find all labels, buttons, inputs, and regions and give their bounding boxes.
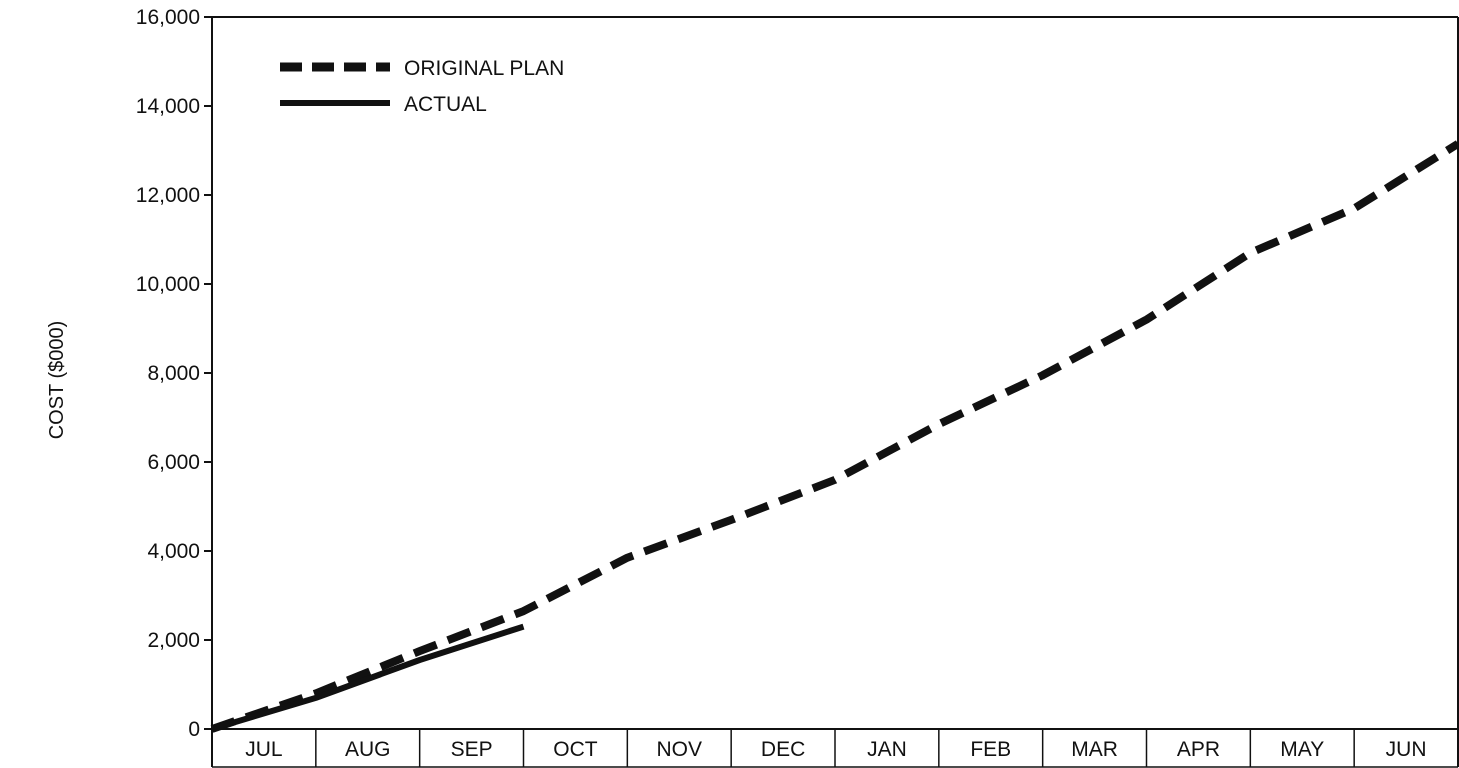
plot-frame xyxy=(211,16,1459,768)
x-tick-label: FEB xyxy=(970,738,1011,761)
x-tick-label: APR xyxy=(1177,738,1220,761)
y-tick-label: 14,000 xyxy=(136,95,200,118)
original-plan-line xyxy=(210,140,1459,733)
x-tick-label: AUG xyxy=(345,738,391,761)
y-axis-title: COST ($000) xyxy=(46,321,68,440)
x-tick-label: JAN xyxy=(867,738,907,761)
y-axis: 0 2,000 4,000 6,000 8,000 10,000 12,000 14,000 1… xyxy=(136,6,212,741)
y-tick-label: 0 xyxy=(188,718,200,741)
series-layer xyxy=(210,140,1459,733)
x-tick-label: DEC xyxy=(761,738,805,761)
y-tick-label: 4,000 xyxy=(147,540,200,563)
original-plan-legend-label: ORIGINAL PLAN xyxy=(404,57,564,80)
actual-legend-label: ACTUAL xyxy=(404,93,487,116)
x-tick-label: SEP xyxy=(451,738,493,761)
legend: ORIGINAL PLAN ACTUAL xyxy=(280,57,564,116)
actual-line xyxy=(211,623,525,732)
x-axis: JUL AUG SEP OCT NOV DEC JAN FEB MAR APR MAY JUN xyxy=(245,729,1427,767)
y-tick-label: 10,000 xyxy=(136,273,200,296)
x-tick-label: OCT xyxy=(553,738,598,761)
y-tick-label: 2,000 xyxy=(147,629,200,652)
x-tick-label: MAY xyxy=(1280,738,1324,761)
y-tick-label: 6,000 xyxy=(147,451,200,474)
x-tick-label: MAR xyxy=(1071,738,1118,761)
y-tick-label: 12,000 xyxy=(136,184,200,207)
x-tick-label: JUN xyxy=(1386,738,1427,761)
x-tick-label: JUL xyxy=(245,738,282,761)
x-tick-label: NOV xyxy=(656,738,702,761)
y-tick-label: 16,000 xyxy=(136,6,200,29)
y-tick-label: 8,000 xyxy=(147,362,200,385)
